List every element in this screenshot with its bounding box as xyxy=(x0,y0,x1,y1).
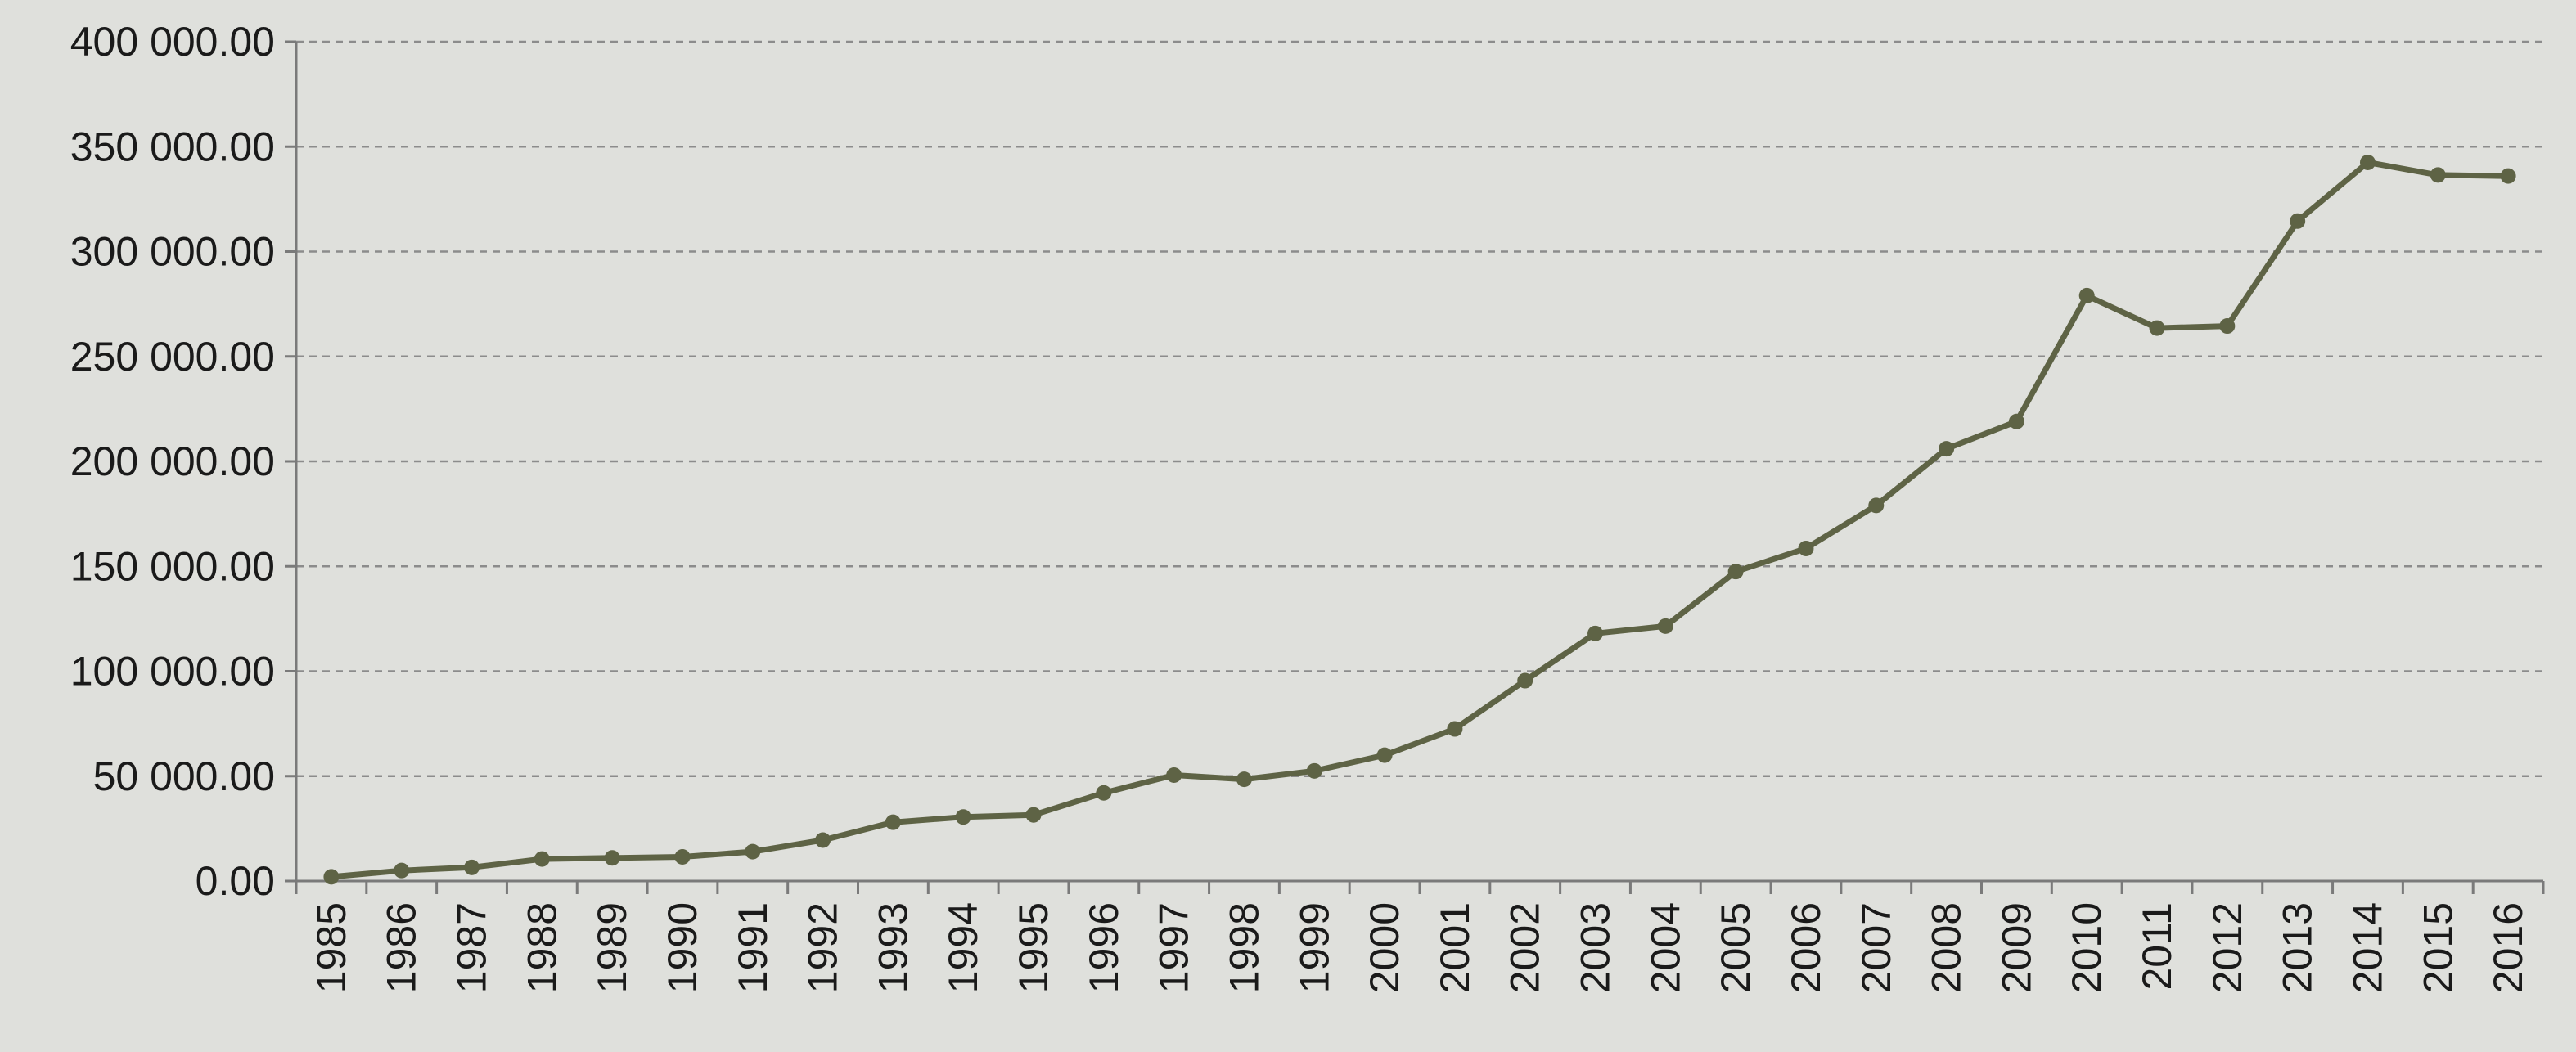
x-tick-label: 2003 xyxy=(1573,902,1619,993)
data-point xyxy=(2078,287,2095,303)
x-tick-label: 2014 xyxy=(2344,902,2390,993)
y-tick-labels: 0.00 50 000.00 100 000.00 150 000.00 200 000… xyxy=(70,19,275,904)
data-point xyxy=(1727,564,1744,580)
data-point xyxy=(394,862,410,879)
x-tick-label: 2013 xyxy=(2275,902,2321,993)
data-point xyxy=(2290,213,2306,229)
data-point xyxy=(1868,497,1885,514)
data-point xyxy=(2149,320,2165,336)
x-tick-label: 1998 xyxy=(1221,902,1267,993)
data-point xyxy=(1447,721,1463,737)
data-point xyxy=(745,843,761,860)
y-tick-label: 200 000.00 xyxy=(70,438,275,484)
x-tick-label: 1990 xyxy=(660,902,705,993)
data-point xyxy=(1236,771,1252,788)
data-point xyxy=(2359,154,2376,170)
y-tick-label: 50 000.00 xyxy=(93,753,275,799)
x-tick-label: 2001 xyxy=(1432,902,1478,993)
data-point xyxy=(1587,625,1604,641)
data-point xyxy=(464,859,480,875)
x-tick-label: 1989 xyxy=(589,902,635,993)
x-tick-label: 2008 xyxy=(1924,902,1970,993)
y-tick-label: 300 000.00 xyxy=(70,229,275,275)
x-tick-label: 2000 xyxy=(1362,902,1407,993)
data-point xyxy=(1166,767,1182,783)
data-point xyxy=(2500,168,2516,184)
series-points xyxy=(323,154,2516,885)
y-tick-label: 250 000.00 xyxy=(70,334,275,380)
y-tick-label: 150 000.00 xyxy=(70,543,275,589)
x-tick-label: 1997 xyxy=(1151,902,1197,993)
series-line-layer xyxy=(328,160,2511,880)
data-point xyxy=(1939,441,1955,457)
x-tick-label: 2016 xyxy=(2485,902,2531,993)
data-point xyxy=(1798,540,1814,556)
x-tick-label: 2015 xyxy=(2415,902,2461,993)
data-point xyxy=(1657,618,1673,634)
y-tick-label: 350 000.00 xyxy=(70,124,275,169)
gridlines xyxy=(296,40,2543,777)
x-tick-labels: 1985 1986 1987 1988 1989 1990 1991 1992 1993 1994… xyxy=(308,902,2531,993)
x-tick-label: 2010 xyxy=(2064,902,2110,993)
data-point xyxy=(815,832,831,848)
x-tick-label: 1986 xyxy=(379,902,425,993)
data-point xyxy=(955,809,971,825)
x-tick-label: 1991 xyxy=(730,902,776,993)
x-tick-label: 1994 xyxy=(940,902,986,993)
x-tick-label: 2002 xyxy=(1502,902,1548,993)
data-point xyxy=(1306,762,1322,779)
data-point xyxy=(1517,672,1533,689)
x-tick-label: 1985 xyxy=(308,902,354,993)
data-point xyxy=(885,814,901,830)
y-tick-label: 100 000.00 xyxy=(70,649,275,695)
data-point xyxy=(1376,747,1393,763)
data-point xyxy=(1096,785,1112,801)
x-tick-label: 2011 xyxy=(2134,902,2180,991)
data-point xyxy=(2219,318,2236,335)
data-point xyxy=(2430,167,2446,183)
x-tick-label: 2006 xyxy=(1783,902,1829,993)
data-point xyxy=(1025,807,1042,823)
x-tick-label: 1988 xyxy=(519,902,565,993)
data-point xyxy=(2008,413,2024,429)
data-point xyxy=(323,869,340,885)
x-tick-label: 1996 xyxy=(1081,902,1127,993)
x-tick-label: 2012 xyxy=(2204,902,2250,993)
axes xyxy=(285,40,2545,894)
data-point xyxy=(534,851,550,867)
x-tick-label: 1993 xyxy=(870,902,916,993)
x-tick-label: 1992 xyxy=(800,902,846,993)
x-tick-label: 2007 xyxy=(1853,902,1899,993)
x-tick-label: 1999 xyxy=(1291,902,1337,993)
x-tick-label: 1995 xyxy=(1011,902,1056,993)
y-tick-label: 400 000.00 xyxy=(70,19,275,65)
data-point xyxy=(674,849,691,865)
x-tick-label: 1987 xyxy=(449,902,495,993)
series-line xyxy=(328,160,2511,880)
x-tick-label: 2004 xyxy=(1642,902,1688,993)
data-point xyxy=(604,850,620,866)
y-tick-label: 0.00 xyxy=(196,858,275,904)
x-tick-label: 2009 xyxy=(1993,902,2039,993)
x-tick-label: 2005 xyxy=(1713,902,1759,993)
